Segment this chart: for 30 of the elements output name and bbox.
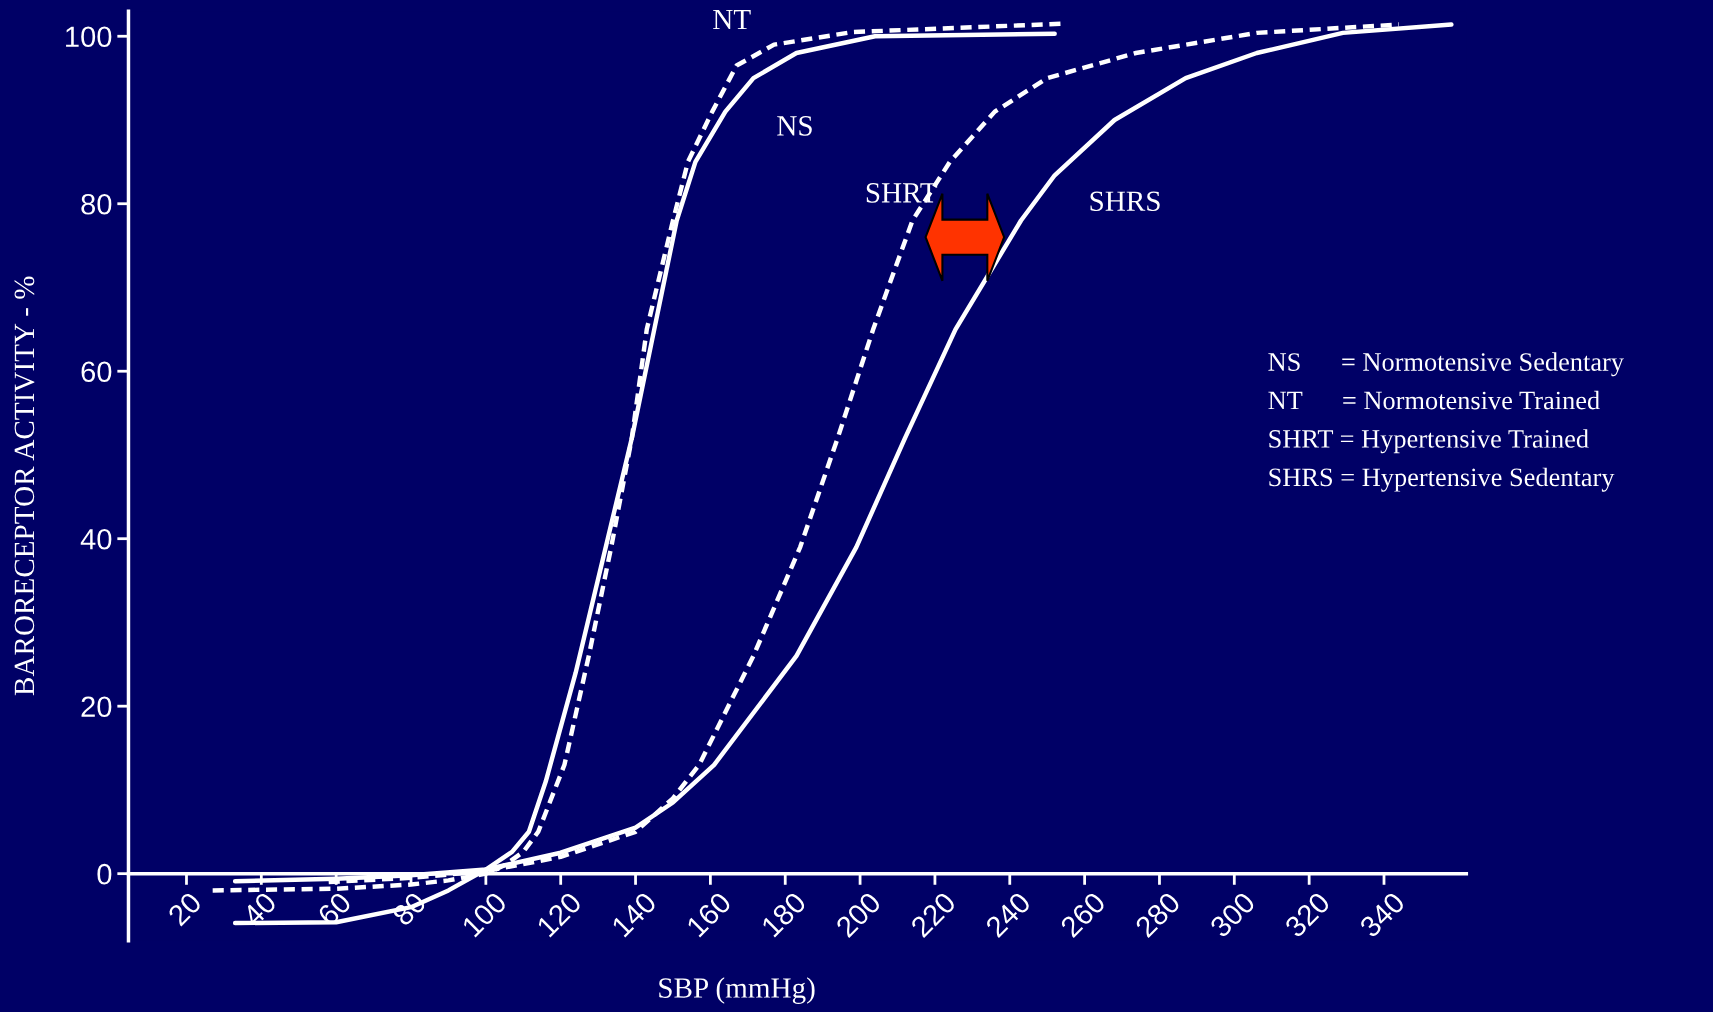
x-tick-label: 260 xyxy=(1059,890,1107,939)
annotation: NS = Normotensive Sedentary xyxy=(1268,352,1624,377)
y-tick-label: 40 xyxy=(80,528,112,550)
y-axis-title: BARORECEPTOR ACTIVITY - % xyxy=(14,276,35,696)
y-tick-label: 100 xyxy=(66,26,112,48)
x-tick-label: 180 xyxy=(760,890,808,938)
x-tick-label: 160 xyxy=(685,890,733,938)
x-tick-label: 240 xyxy=(984,890,1032,939)
series-label: NS xyxy=(777,116,812,136)
x-tick-label: 220 xyxy=(909,890,957,939)
x-tick-label: 280 xyxy=(1134,890,1182,939)
x-axis-title: SBP (mmHg) xyxy=(659,977,815,1004)
x-tick-label: 100 xyxy=(461,890,508,938)
x-tick-label: 340 xyxy=(1358,890,1406,939)
y-tick-label: 0 xyxy=(97,863,112,885)
series-label: SHRS xyxy=(1090,191,1160,212)
x-tick-label: 20 xyxy=(166,890,203,927)
x-tick-label: 200 xyxy=(834,890,883,939)
y-tick-label: 60 xyxy=(81,361,112,383)
annotation: SHRT = Hypertensive Trained xyxy=(1269,429,1589,454)
x-tick-label: 300 xyxy=(1208,890,1257,939)
x-tick-label: 40 xyxy=(241,890,278,928)
x-tick-label: 320 xyxy=(1283,890,1332,939)
annotation: SHRS = Hypertensive Sedentary xyxy=(1269,467,1615,492)
series-label: NT xyxy=(713,9,751,30)
annotation: NT = Normotensive Trained xyxy=(1268,390,1600,410)
y-tick-label: 20 xyxy=(81,696,112,718)
y-tick-label: 80 xyxy=(81,193,112,215)
x-tick-label: 140 xyxy=(610,890,658,938)
x-tick-label: 120 xyxy=(536,890,583,938)
